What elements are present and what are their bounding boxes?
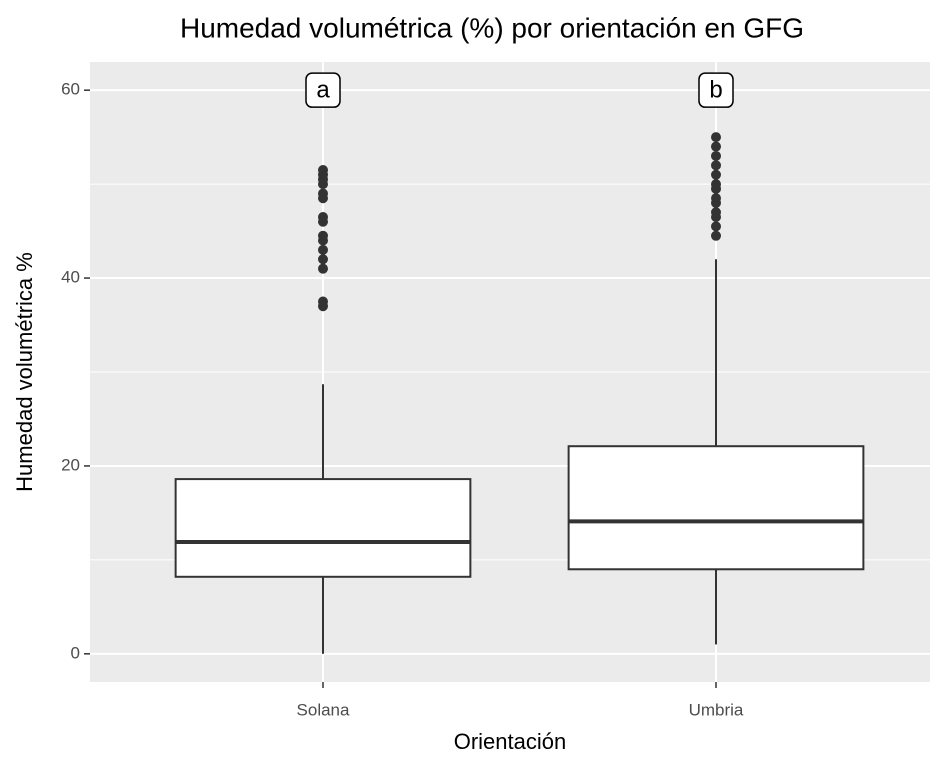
box — [174, 478, 472, 578]
letter-box — [698, 72, 734, 108]
chart-title: Humedad volumétrica (%) por orientación … — [180, 12, 804, 43]
y-axis-title: Humedad volumétrica % — [12, 252, 37, 492]
outlier — [318, 188, 328, 199]
x-tick-label: Umbria — [689, 700, 744, 719]
letter-label: b — [709, 77, 722, 104]
x-tick-label: Solana — [297, 700, 350, 719]
outlier — [711, 132, 721, 143]
outlier — [711, 169, 721, 180]
outlier — [318, 244, 328, 255]
outlier — [318, 296, 328, 307]
outlier — [318, 165, 328, 176]
outlier — [318, 212, 328, 222]
outlier — [711, 179, 721, 190]
x-axis-title: Orientación — [454, 729, 567, 754]
y-tick-label: 0 — [71, 643, 80, 662]
outlier — [318, 263, 328, 274]
outlier — [711, 230, 721, 241]
letter-box — [305, 72, 341, 108]
outlier — [711, 193, 721, 204]
letter-label: a — [316, 77, 330, 104]
box — [567, 445, 865, 571]
outlier — [711, 221, 721, 232]
y-tick-label: 40 — [61, 268, 80, 287]
y-tick-label: 60 — [61, 80, 80, 99]
y-tick-label: 20 — [61, 455, 80, 474]
outlier — [318, 254, 328, 265]
outlier — [711, 150, 721, 161]
outlier — [711, 141, 721, 152]
outlier — [318, 230, 328, 241]
outlier — [711, 160, 721, 171]
outlier — [711, 207, 721, 218]
